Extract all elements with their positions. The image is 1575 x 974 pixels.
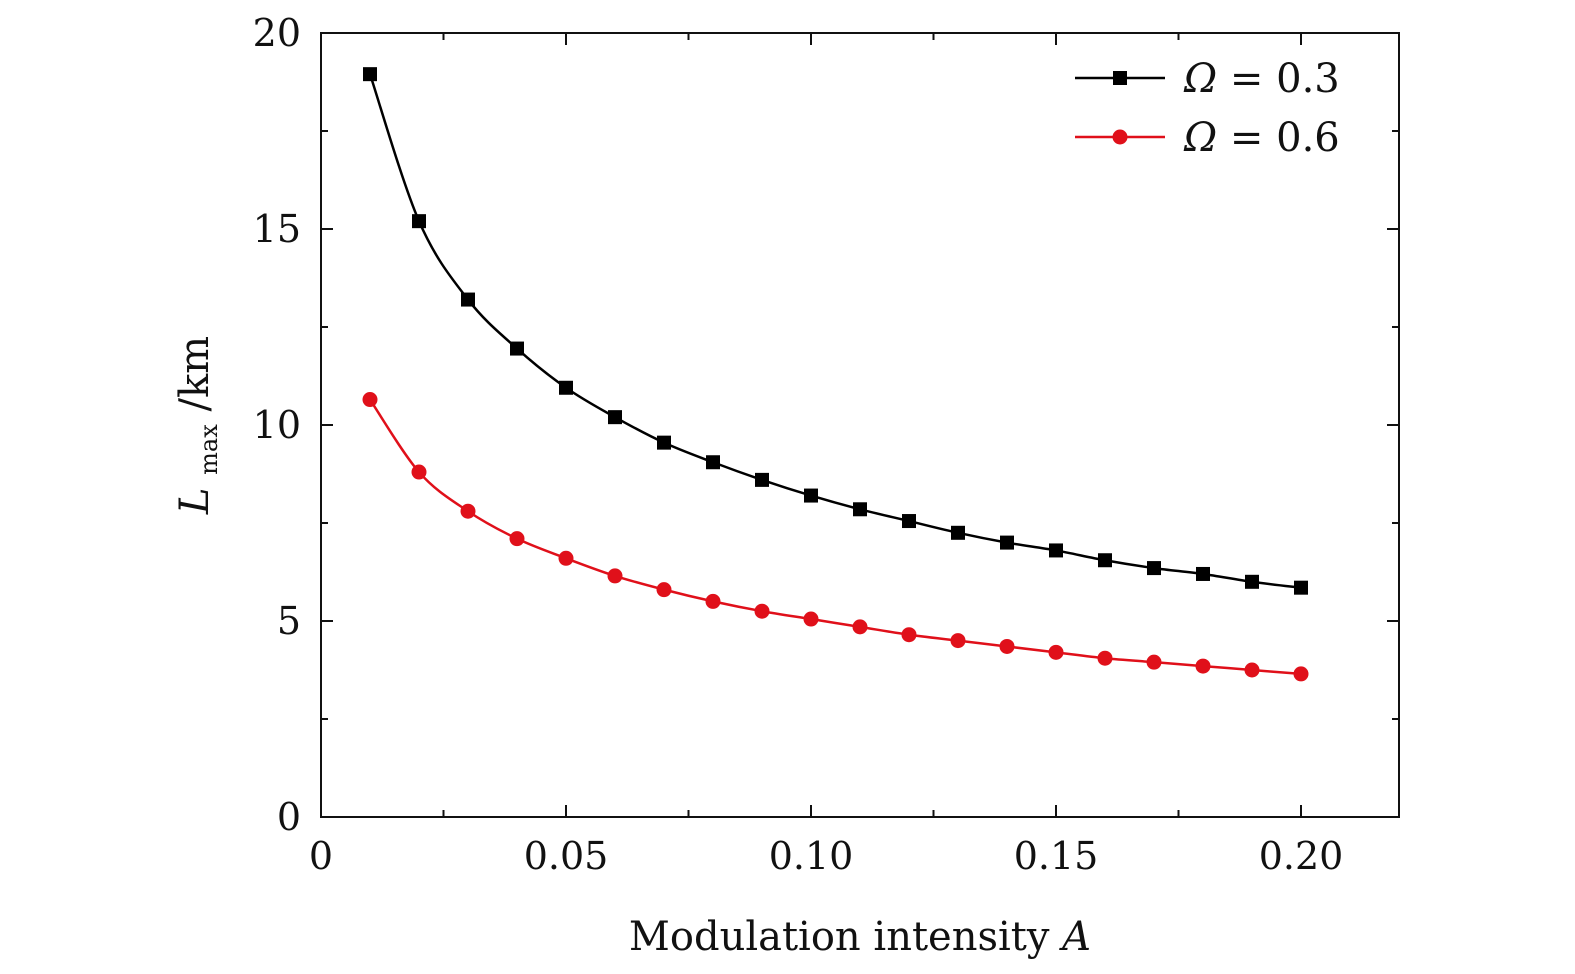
y-tick-label: 15 bbox=[253, 207, 301, 251]
data-point bbox=[1293, 666, 1309, 682]
data-point bbox=[999, 638, 1015, 654]
series-layer bbox=[362, 67, 1309, 682]
data-point bbox=[803, 611, 819, 627]
data-point bbox=[705, 593, 721, 609]
x-axis-label-text: Modulation intensity bbox=[629, 914, 1050, 960]
x-tick-label: 0.20 bbox=[1259, 834, 1344, 878]
data-point bbox=[460, 503, 476, 519]
data-point bbox=[1196, 566, 1210, 581]
data-point bbox=[1147, 561, 1161, 576]
data-point bbox=[951, 525, 965, 540]
data-point bbox=[1244, 662, 1260, 678]
data-point bbox=[754, 603, 770, 619]
data-point bbox=[1000, 535, 1014, 550]
data-point bbox=[363, 67, 377, 82]
x-tick-label: 0 bbox=[309, 834, 333, 878]
y-axis-label-unit: /km bbox=[172, 336, 218, 412]
data-point bbox=[1146, 654, 1162, 670]
y-axis-label-symbol: L bbox=[172, 488, 218, 516]
x-tick-label: 0.15 bbox=[1014, 834, 1099, 878]
data-point bbox=[656, 582, 672, 598]
data-point bbox=[804, 488, 818, 503]
x-axis-label: Modulation intensity A bbox=[629, 914, 1091, 960]
x-axis-label-variable: A bbox=[1058, 914, 1091, 960]
data-point bbox=[706, 455, 720, 470]
data-point bbox=[412, 214, 426, 229]
data-point bbox=[411, 464, 427, 480]
data-point bbox=[461, 292, 475, 307]
data-point bbox=[608, 410, 622, 425]
x-tick-label: 0.05 bbox=[524, 834, 609, 878]
series-1 bbox=[363, 67, 1308, 595]
data-point bbox=[755, 472, 769, 487]
x-axis-ticks: 0 0.05 0.10 0.15 0.20 bbox=[309, 33, 1343, 878]
data-point bbox=[559, 380, 573, 395]
data-point bbox=[509, 531, 525, 547]
legend: Ω = 0.3 Ω = 0.6 bbox=[1075, 56, 1340, 161]
y-tick-label: 0 bbox=[277, 795, 301, 839]
y-tick-label: 20 bbox=[253, 11, 301, 55]
data-point bbox=[607, 568, 623, 584]
y-tick-label: 5 bbox=[277, 599, 301, 643]
data-point bbox=[1294, 580, 1308, 595]
series-line-1 bbox=[368, 73, 1302, 589]
legend-marker-series-2 bbox=[1112, 129, 1128, 145]
data-point bbox=[1048, 644, 1064, 660]
y-axis-label: L max /km bbox=[172, 336, 227, 515]
data-point bbox=[1195, 658, 1211, 674]
data-point bbox=[362, 392, 378, 408]
data-point bbox=[950, 633, 966, 649]
data-point bbox=[853, 502, 867, 517]
data-point bbox=[852, 619, 868, 635]
data-point bbox=[1098, 553, 1112, 568]
data-point bbox=[558, 550, 574, 566]
series-line-2 bbox=[368, 398, 1302, 676]
y-axis-ticks: 0 5 10 15 20 bbox=[253, 11, 1399, 839]
data-point bbox=[1097, 650, 1113, 666]
data-point bbox=[902, 514, 916, 529]
legend-marker-series-1 bbox=[1113, 71, 1127, 85]
y-tick-label: 10 bbox=[253, 403, 301, 447]
legend-entry-series-2: Ω = 0.6 bbox=[1183, 115, 1340, 161]
x-tick-label: 0.10 bbox=[769, 834, 854, 878]
data-point bbox=[1049, 543, 1063, 558]
data-point bbox=[510, 341, 524, 356]
data-point bbox=[657, 435, 671, 450]
y-axis-label-subscript: max bbox=[195, 424, 223, 475]
series-2 bbox=[362, 392, 1309, 682]
legend-entry-series-1: Ω = 0.3 bbox=[1183, 56, 1340, 102]
data-point bbox=[1245, 574, 1259, 589]
data-point bbox=[901, 627, 917, 643]
